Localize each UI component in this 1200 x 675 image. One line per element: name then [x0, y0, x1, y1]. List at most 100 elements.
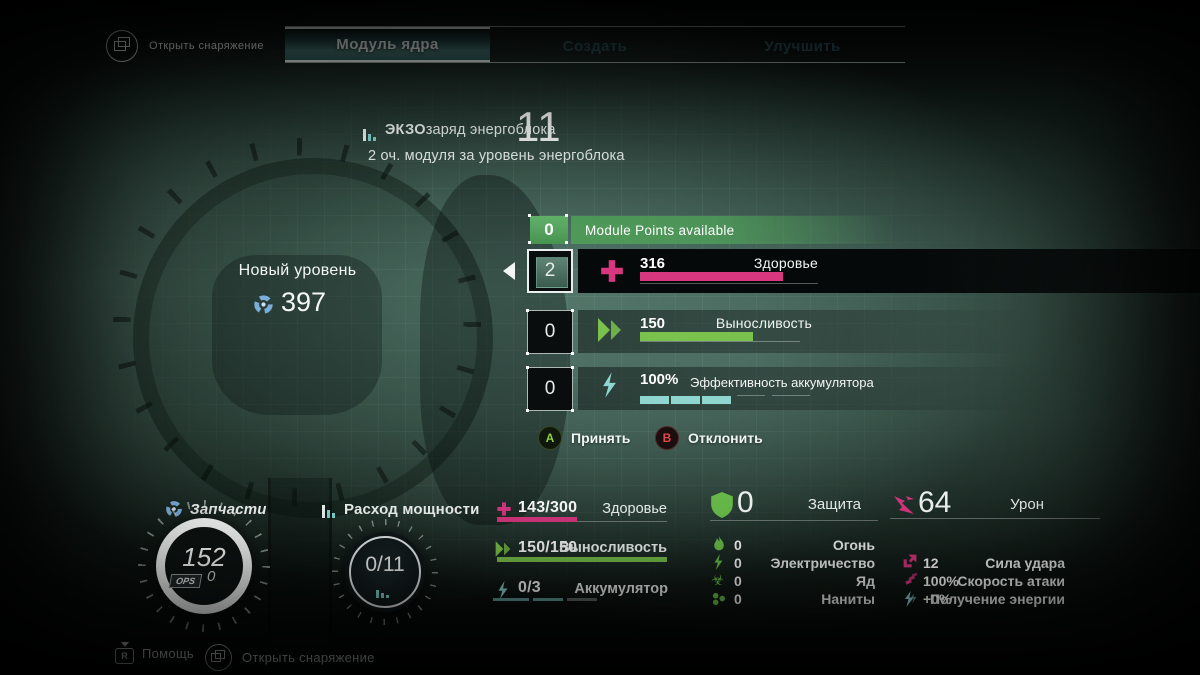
- row-battery-points-box[interactable]: 0: [526, 366, 573, 411]
- tab-create-label: Создать: [562, 37, 628, 55]
- scrap-value: 152: [182, 542, 226, 572]
- tab-core-module-label: Модуль ядра: [336, 36, 439, 53]
- new-level-title: Новый уровень: [238, 262, 357, 279]
- row-stamina-value: 150: [640, 315, 666, 332]
- energy-gain-value: +0%: [923, 591, 952, 607]
- nanites-icon: [711, 592, 726, 611]
- stat-health-label: Здоровье: [602, 501, 667, 517]
- battery-bolt-icon: [601, 372, 618, 403]
- open-gear-shortcut-bottom[interactable]: Открыть снаряжение: [205, 644, 375, 671]
- scrap-gauge-ring: [156, 518, 252, 614]
- defense-poison-label: Яд: [856, 573, 875, 589]
- gear-window-icon: [106, 30, 138, 62]
- poison-biohazard-icon: ☣: [711, 572, 725, 589]
- impact-value: 12: [923, 555, 939, 571]
- module-points-label: Module Points available: [585, 222, 735, 238]
- power-value: 0/11: [365, 553, 405, 576]
- power-gauge-ring: [349, 536, 421, 608]
- energy-gain-icon: [903, 591, 917, 612]
- battery-segments: [640, 391, 733, 409]
- defense-label: Защита: [807, 496, 861, 513]
- power-title: Расход мощности: [344, 501, 480, 518]
- row-battery-points: 0: [544, 378, 556, 399]
- stat-health-icon: [496, 501, 512, 522]
- battery-slot-3: [567, 598, 597, 601]
- exo-charge-value: 11: [516, 103, 562, 150]
- gamepad-a-letter: A: [545, 431, 555, 445]
- stat-stamina-value: 150/150: [518, 539, 578, 556]
- tabs-top-line: [285, 26, 905, 27]
- decline-label: Отклонить: [688, 430, 763, 446]
- defense-electricity-label: Электричество: [770, 555, 875, 571]
- row-battery-label: Эффективность аккумулятора: [690, 375, 874, 390]
- stamina-progress-track: [640, 341, 800, 342]
- ops-badge: OPS: [168, 571, 203, 589]
- power-small-bars-icon: [376, 580, 391, 598]
- row-stamina-points-box[interactable]: 0: [526, 309, 573, 354]
- exo-charge-title: ЭКЗОзаряд энергоблока: [385, 122, 556, 138]
- schematic-spine: [268, 478, 332, 675]
- row-health-bar-bg: [578, 249, 1200, 293]
- tab-create[interactable]: Создать: [490, 34, 700, 58]
- stat-health-track: [497, 521, 667, 522]
- stat-stamina-bar: [497, 557, 667, 562]
- r-stick-icon: R: [115, 642, 134, 664]
- tab-upgrade[interactable]: Улучшить: [700, 34, 905, 58]
- battery-slot-1: [493, 598, 529, 601]
- gear-window-icon-bottom: [205, 644, 232, 671]
- damage-divider: [890, 518, 1100, 519]
- electricity-icon: [713, 554, 724, 575]
- gamepad-b-icon: B: [655, 426, 679, 450]
- row-health-points-box[interactable]: 2: [527, 249, 573, 293]
- stat-stamina-icon: [495, 541, 513, 562]
- stamina-chevrons-icon: [597, 318, 625, 347]
- tab-upgrade-label: Улучшить: [764, 37, 841, 55]
- attack-speed-icon: [903, 572, 919, 593]
- open-gear-shortcut[interactable]: Открыть снаряжение: [106, 30, 264, 62]
- row-health-points-fill: [536, 257, 568, 288]
- damage-burst-icon: [892, 494, 916, 523]
- battery-slot-2: [533, 598, 563, 601]
- tab-core-module[interactable]: Модуль ядра: [285, 27, 490, 62]
- gamepad-b-letter: B: [662, 431, 672, 445]
- battery-segment-track-2: [772, 395, 810, 396]
- open-gear-bottom-label: Открыть снаряжение: [242, 650, 375, 665]
- new-level-value: 397: [281, 287, 327, 317]
- decline-button[interactable]: B Отклонить: [655, 426, 763, 450]
- row-health-points: 2: [544, 260, 556, 281]
- battery-segment-track-1: [737, 395, 765, 396]
- r-key-letter: R: [121, 651, 128, 661]
- stat-battery-value: 0/3: [518, 579, 541, 596]
- module-points-value-box: 0: [528, 214, 568, 244]
- energy-gain-label: Получение энергии: [930, 591, 1065, 607]
- accept-button[interactable]: A Принять: [538, 426, 630, 450]
- exo-title: заряд энергоблока: [425, 122, 556, 138]
- shield-icon: [711, 492, 733, 523]
- stat-health-value: 143/300: [518, 499, 578, 516]
- accept-label: Принять: [571, 430, 631, 446]
- defense-value: 0: [737, 486, 754, 519]
- defense-poison-value: 0: [734, 573, 742, 589]
- open-gear-label: Открыть снаряжение: [149, 40, 264, 52]
- row-battery-value: 100%: [640, 371, 679, 388]
- row-health-label: Здоровье: [753, 255, 818, 271]
- gamepad-a-icon: A: [538, 426, 562, 450]
- selection-arrow-icon: [503, 262, 515, 280]
- scrap-currency-icon: [253, 294, 274, 320]
- health-progress-track: [640, 283, 818, 284]
- exo-charge-icon: [363, 123, 378, 141]
- stat-battery-icon: [497, 581, 509, 604]
- power-header: Расход мощности: [322, 500, 480, 518]
- stat-battery-label: Аккумулятор: [574, 581, 668, 597]
- defense-fire-value: 0: [734, 537, 742, 553]
- defense-nanites-label: Наниты: [821, 591, 875, 607]
- defense-divider: [710, 520, 878, 521]
- help-shortcut[interactable]: R Помощь: [115, 642, 194, 664]
- impact-label: Сила удара: [985, 555, 1065, 571]
- fire-icon: [712, 536, 726, 557]
- module-points-bar: Module Points available: [571, 216, 893, 244]
- attack-speed-label: Скорость атаки: [957, 573, 1065, 589]
- row-stamina-points: 0: [544, 321, 556, 342]
- stat-health-bar: [497, 517, 577, 522]
